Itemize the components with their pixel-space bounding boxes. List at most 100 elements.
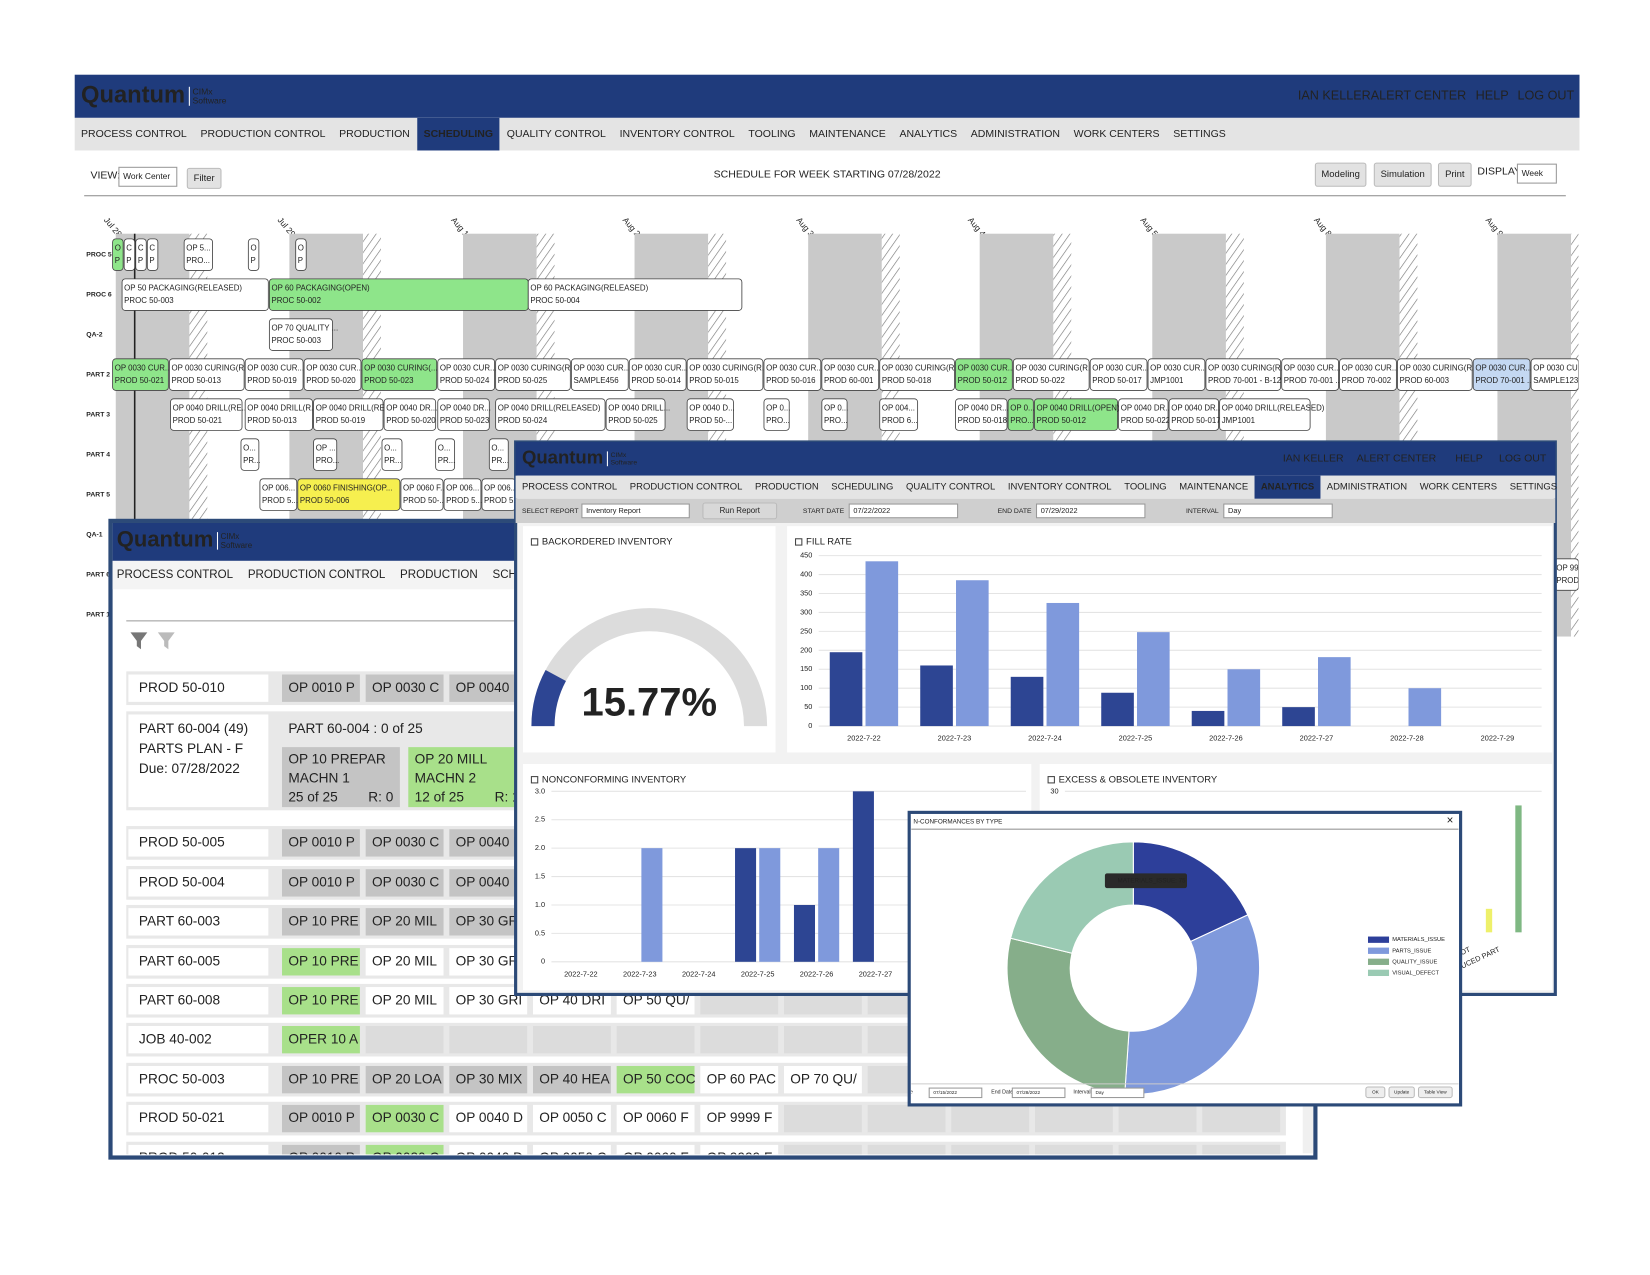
op-cell[interactable] <box>449 1144 528 1172</box>
op-cell[interactable] <box>449 1104 528 1133</box>
button[interactable] <box>1388 1086 1415 1099</box>
tab[interactable]: PRODUCTION <box>755 482 819 493</box>
op-cell[interactable] <box>700 1144 779 1172</box>
op-cell[interactable] <box>282 1144 360 1172</box>
tab[interactable]: PROCESS CONTROL <box>522 482 617 493</box>
close-button[interactable]: × <box>1447 815 1454 827</box>
task[interactable] <box>437 358 496 391</box>
input[interactable] <box>928 1087 983 1099</box>
task[interactable] <box>112 238 124 271</box>
input[interactable] <box>848 503 959 519</box>
tab[interactable]: PROCESS CONTROL <box>81 128 187 140</box>
nav-link[interactable]: LOG OUT <box>1499 453 1547 465</box>
task[interactable] <box>1205 358 1282 391</box>
button[interactable] <box>1314 162 1367 187</box>
tab[interactable]: QUALITY CONTROL <box>507 128 606 140</box>
op-cell[interactable] <box>365 908 444 936</box>
op-cell[interactable] <box>282 987 360 1015</box>
nav-link[interactable]: HELP <box>1455 453 1482 465</box>
task[interactable] <box>183 238 213 271</box>
button[interactable] <box>702 502 778 520</box>
tab[interactable]: SCHEDULING <box>424 128 494 140</box>
op-cell[interactable] <box>282 1104 360 1133</box>
tab[interactable]: PRODUCTION CONTROL <box>200 128 325 140</box>
tab[interactable]: SCHEDULING <box>831 482 893 493</box>
op-cell[interactable] <box>365 829 444 857</box>
op-cell[interactable] <box>365 1065 444 1094</box>
task[interactable] <box>527 278 743 311</box>
tab[interactable]: PRODUCTION CONTROL <box>630 482 743 493</box>
task[interactable] <box>259 478 298 511</box>
input[interactable] <box>1223 503 1333 519</box>
op-cell[interactable] <box>365 674 444 702</box>
task[interactable] <box>244 358 304 391</box>
task[interactable] <box>295 238 307 271</box>
input[interactable] <box>1090 1087 1145 1099</box>
task[interactable] <box>313 438 338 471</box>
op-cell[interactable] <box>365 1104 444 1133</box>
task[interactable] <box>400 478 444 511</box>
task[interactable] <box>1168 398 1219 431</box>
task[interactable] <box>1530 358 1579 391</box>
task[interactable] <box>383 398 437 431</box>
tab[interactable]: SETTINGS <box>1510 482 1557 493</box>
task[interactable] <box>1089 358 1148 391</box>
nav-link[interactable]: ALERT CENTER <box>1357 453 1437 465</box>
task[interactable] <box>135 238 147 271</box>
op-cell[interactable] <box>365 987 444 1015</box>
op-card[interactable] <box>408 747 527 808</box>
op-cell[interactable] <box>282 908 360 936</box>
input[interactable] <box>1516 163 1557 184</box>
op-cell[interactable] <box>282 948 360 976</box>
task[interactable] <box>1339 358 1397 391</box>
task[interactable] <box>495 358 571 391</box>
task[interactable] <box>170 398 243 431</box>
task[interactable] <box>605 398 666 431</box>
input[interactable] <box>1035 503 1146 519</box>
task[interactable] <box>879 398 919 431</box>
tab[interactable]: PRODUCTION <box>400 569 478 581</box>
task[interactable] <box>1007 398 1034 431</box>
op-cell[interactable] <box>532 1104 611 1133</box>
task[interactable] <box>361 358 438 391</box>
input[interactable] <box>118 166 178 187</box>
tab[interactable]: TOOLING <box>1124 482 1166 493</box>
task[interactable] <box>123 238 136 271</box>
tab[interactable]: INVENTORY CONTROL <box>620 128 735 140</box>
tab[interactable]: MAINTENANCE <box>809 128 886 140</box>
tab[interactable]: QUALITY CONTROL <box>906 482 995 493</box>
task[interactable] <box>435 438 456 471</box>
task[interactable] <box>955 358 1013 391</box>
op-cell[interactable] <box>700 1065 779 1094</box>
tab[interactable]: ANALYTICS <box>899 128 957 140</box>
task[interactable] <box>244 398 313 431</box>
task[interactable] <box>570 358 629 391</box>
nav-link[interactable]: IAN KELLER <box>1298 89 1371 103</box>
nav-link[interactable]: HELP <box>1476 89 1509 103</box>
button[interactable] <box>186 167 222 189</box>
task[interactable] <box>763 358 822 391</box>
op-cell[interactable] <box>616 1104 695 1133</box>
task[interactable] <box>1397 358 1473 391</box>
task[interactable] <box>686 358 764 391</box>
op-cell[interactable] <box>532 1065 611 1094</box>
task[interactable] <box>247 238 260 271</box>
op-cell[interactable] <box>282 829 360 857</box>
task[interactable] <box>240 438 260 471</box>
op-cell[interactable] <box>282 1025 360 1054</box>
task[interactable] <box>495 398 606 431</box>
task[interactable] <box>821 358 880 391</box>
tab[interactable]: PRODUCTION <box>339 128 410 140</box>
tab[interactable]: ANALYTICS <box>1261 482 1314 493</box>
task[interactable] <box>443 478 482 511</box>
nav-link[interactable]: LOG OUT <box>1517 89 1574 103</box>
op-card[interactable] <box>282 747 400 808</box>
op-cell[interactable] <box>532 1144 611 1172</box>
task[interactable] <box>1118 398 1169 431</box>
tab[interactable]: PROCESS CONTROL <box>117 569 234 581</box>
tab[interactable]: ADMINISTRATION <box>971 128 1060 140</box>
task[interactable] <box>381 438 403 471</box>
op-cell[interactable] <box>282 674 360 702</box>
op-cell[interactable] <box>616 1144 695 1172</box>
task[interactable] <box>763 398 790 431</box>
